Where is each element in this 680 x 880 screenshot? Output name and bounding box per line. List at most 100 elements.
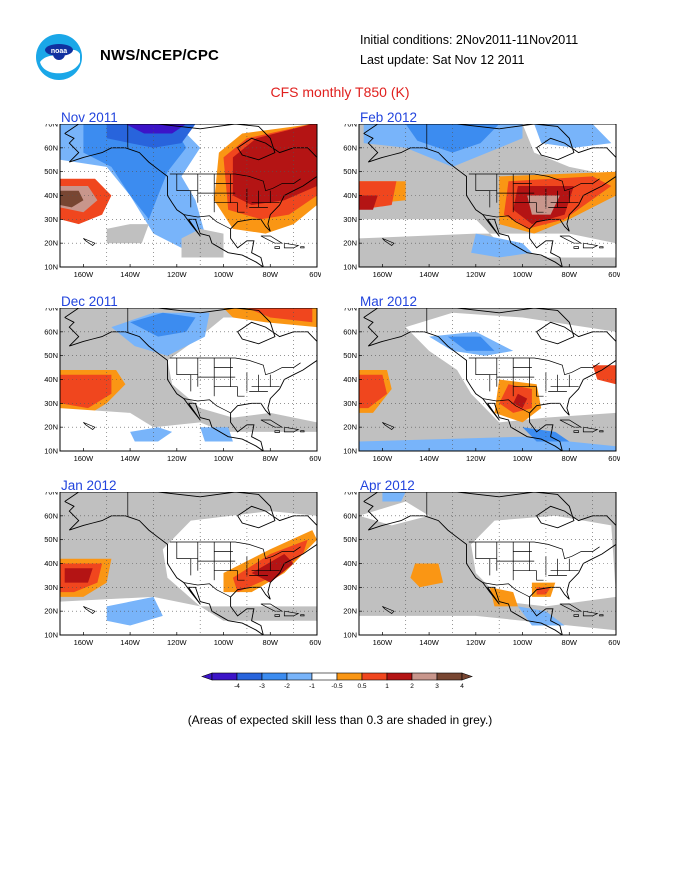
colorbar-tick-label: 2 xyxy=(410,683,414,690)
lon-tick-label: 120W xyxy=(466,638,487,647)
lat-tick-label: 60N xyxy=(343,143,357,152)
lon-tick-label: 140W xyxy=(419,270,440,279)
anomaly-region xyxy=(592,365,616,385)
lat-tick-label: 40N xyxy=(44,375,58,384)
coastline xyxy=(64,492,317,635)
lat-tick-label: 60N xyxy=(44,143,58,152)
anomaly-region xyxy=(317,492,321,521)
state-border xyxy=(169,173,301,192)
lat-tick-label: 50N xyxy=(44,535,58,544)
state-border xyxy=(482,398,530,414)
lat-tick-label: 60N xyxy=(44,511,58,520)
color-legend: -4 -3 -2 -1 -0.5 0.5 1 2 3 4 xyxy=(200,670,485,698)
anomaly-region xyxy=(130,312,196,337)
lat-tick-label: 60N xyxy=(343,511,357,520)
colorbar-swatch xyxy=(411,672,438,681)
island-outline xyxy=(573,614,579,617)
map-panel-apr-2012: 70N 60N 50N 40N 30N 20N 10N 160W 140W 120W 100W 80W… xyxy=(335,492,620,652)
anomaly-region xyxy=(447,336,495,351)
lat-tick-label: 10N xyxy=(44,263,58,272)
island-outline xyxy=(300,430,305,433)
lon-tick-label: 140W xyxy=(120,454,141,463)
initial-conditions: Initial conditions: 2Nov2011-11Nov2011 xyxy=(360,33,579,47)
lat-tick-label: 20N xyxy=(44,607,58,616)
colorbar-swatch xyxy=(336,672,363,681)
last-update: Last update: Sat Nov 12 2011 xyxy=(360,53,525,67)
lat-tick-label: 60N xyxy=(44,327,58,336)
island-outline xyxy=(599,430,604,433)
anomaly-region xyxy=(410,563,444,588)
agency-name: NWS/NCEP/CPC xyxy=(100,47,220,64)
lat-tick-label: 40N xyxy=(343,191,357,200)
lon-tick-label: 60W xyxy=(309,270,321,279)
island-outline xyxy=(260,603,284,612)
lon-tick-label: 140W xyxy=(419,454,440,463)
colorbar-tick-label: 4 xyxy=(460,683,464,690)
lon-tick-label: 120W xyxy=(466,454,487,463)
lon-tick-label: 80W xyxy=(562,270,578,279)
footnote: (Areas of expected skill less than 0.3 a… xyxy=(187,713,493,727)
anomaly-region xyxy=(106,224,149,244)
lon-tick-label: 120W xyxy=(167,638,188,647)
lon-tick-label: 160W xyxy=(373,454,394,463)
anomaly-region xyxy=(534,124,612,148)
colorbar-tick-label: -4 xyxy=(234,683,240,690)
colorbar-arrow-high xyxy=(461,672,473,681)
lon-tick-label: 60W xyxy=(309,638,321,647)
island-outline xyxy=(559,603,583,612)
state-border xyxy=(536,202,544,213)
lat-tick-label: 20N xyxy=(44,239,58,248)
map-panel-nov-2011: 70N 60N 50N 40N 30N 20N 10N 160W 140W 120W 100W 80W… xyxy=(36,124,321,284)
lon-tick-label: 100W xyxy=(214,454,235,463)
lat-tick-label: 70N xyxy=(343,308,357,313)
lon-tick-label: 100W xyxy=(513,270,534,279)
state-border xyxy=(237,386,245,397)
colorbar-swatch xyxy=(236,672,263,681)
lat-tick-label: 30N xyxy=(343,399,357,408)
coastline xyxy=(64,124,317,267)
lat-tick-label: 30N xyxy=(343,215,357,224)
island-outline xyxy=(559,235,583,244)
anomaly-region xyxy=(162,511,317,607)
state-border xyxy=(183,398,231,414)
state-border xyxy=(536,386,544,397)
lat-tick-label: 50N xyxy=(343,167,357,176)
map-panel-dec-2011: 70N 60N 50N 40N 30N 20N 10N 160W 140W 120W 100W 80W… xyxy=(36,308,321,468)
lon-tick-label: 60W xyxy=(608,270,620,279)
anomaly-region xyxy=(471,233,532,258)
lon-tick-label: 140W xyxy=(120,270,141,279)
lon-tick-label: 80W xyxy=(263,270,279,279)
lat-tick-label: 30N xyxy=(44,215,58,224)
colorbar-swatch xyxy=(261,672,288,681)
state-border xyxy=(183,582,231,598)
lon-tick-label: 60W xyxy=(309,454,321,463)
anomaly-region xyxy=(167,317,317,423)
panel-title-feb-2012: Feb 2012 xyxy=(360,110,418,125)
lat-tick-label: 70N xyxy=(44,308,58,313)
coastline xyxy=(363,492,616,635)
lon-tick-label: 120W xyxy=(167,270,188,279)
colorbar-tick-label: -0.5 xyxy=(331,683,343,690)
colorbar-tick-label: -1 xyxy=(309,683,315,690)
lat-tick-label: 30N xyxy=(44,583,58,592)
lon-tick-label: 80W xyxy=(263,638,279,647)
anomaly-region xyxy=(181,228,224,258)
lat-tick-label: 30N xyxy=(343,583,357,592)
island-outline xyxy=(83,422,96,430)
island-outline xyxy=(300,246,305,249)
island-outline xyxy=(599,246,604,249)
figure-title: CFS monthly T850 (K) xyxy=(270,84,410,100)
anomaly-region xyxy=(200,427,233,442)
lon-tick-label: 140W xyxy=(120,638,141,647)
anomaly-region xyxy=(60,190,84,208)
colorbar-tick-label: 0.5 xyxy=(357,683,366,690)
island-outline xyxy=(382,238,395,246)
lon-tick-label: 160W xyxy=(373,638,394,647)
state-border xyxy=(169,541,301,560)
colorbar-swatch xyxy=(311,672,338,681)
island-outline xyxy=(559,419,583,428)
coastline xyxy=(363,308,616,451)
lat-tick-label: 20N xyxy=(44,423,58,432)
lat-tick-label: 10N xyxy=(343,631,357,640)
svg-text:noaa: noaa xyxy=(51,48,67,55)
